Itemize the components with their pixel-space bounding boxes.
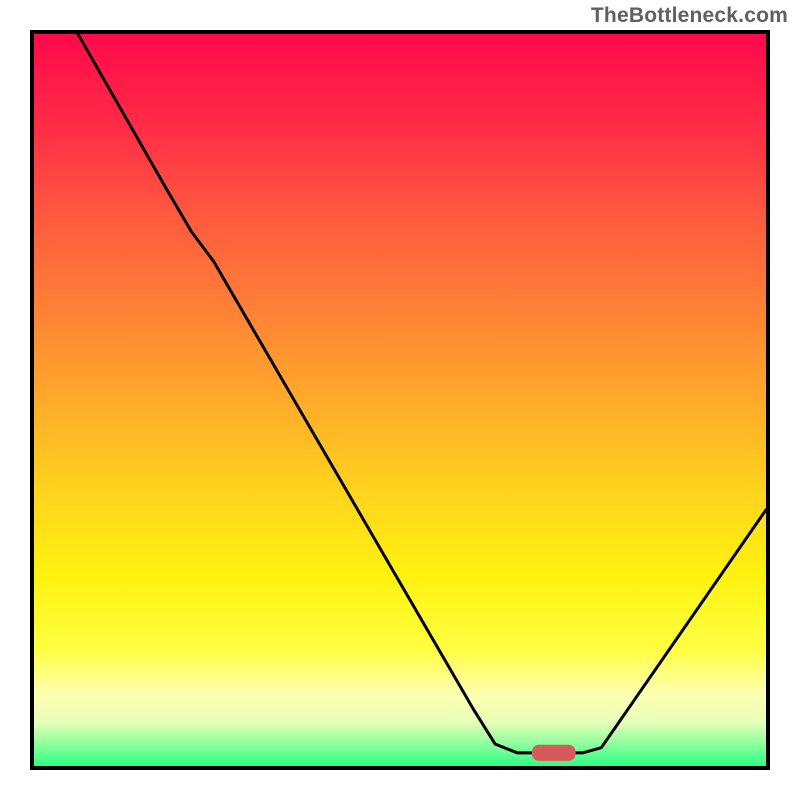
watermark-text: TheBottleneck.com <box>591 4 788 28</box>
optimal-marker <box>532 745 576 761</box>
chart-background <box>34 34 766 766</box>
chart-frame <box>30 30 770 770</box>
bottleneck-chart <box>34 34 766 766</box>
